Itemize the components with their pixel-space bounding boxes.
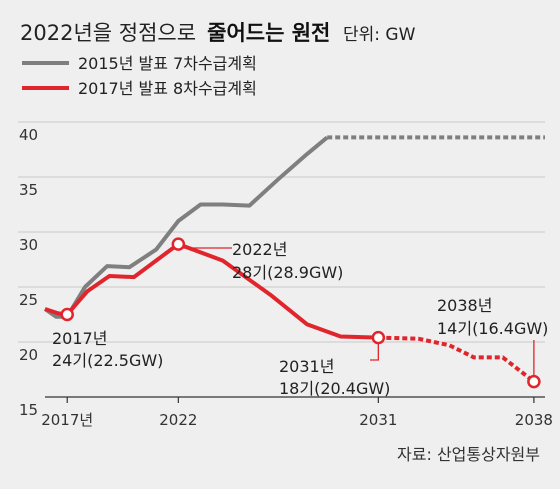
x-axis: 2017년 2022 2031 2038: [41, 396, 553, 429]
annotation-2031: 2031년 18기(20.4GW): [279, 357, 390, 398]
leader-2031: [370, 337, 379, 361]
annotation-2031-count: 18기(20.4GW): [279, 379, 390, 398]
annotation-2038: 2038년 14기(16.4GW): [437, 296, 548, 338]
annotation-2038-year: 2038년: [437, 296, 492, 315]
x-tick-label-2017: 2017년: [41, 411, 93, 429]
chart-title: 2022년을 정점으로 줄어드는 원전: [20, 21, 330, 45]
series-line-2: [44, 242, 379, 340]
legend-label-7th-plan: 2015년 발표 7차수급계획: [78, 54, 257, 73]
y-axis-ticks: 15 20 25 30 35 40: [19, 126, 38, 419]
annotation-2017: 2017년 24기(22.5GW): [52, 329, 163, 370]
marker-2038: [527, 374, 541, 389]
annotation-2022-count: 28기(28.9GW): [232, 263, 343, 282]
y-tick-label-25: 25: [19, 291, 38, 309]
series-lines: [43, 135, 545, 384]
source-note: 자료: 산업통상자원부: [397, 445, 540, 464]
y-tick-label-15: 15: [19, 401, 38, 419]
chart-title-light: 2022년을 정점으로: [20, 21, 196, 45]
annotation-2017-count: 24기(22.5GW): [52, 351, 163, 370]
x-tick-label-2031: 2031: [359, 411, 397, 429]
legend: 2015년 발표 7차수급계획 2017년 발표 8차수급계획: [22, 54, 257, 98]
marker-2031: [371, 330, 386, 345]
unit-label: 단위: GW: [343, 25, 416, 45]
annotation-2017-year: 2017년: [52, 329, 107, 348]
annotation-2038-count: 14기(16.4GW): [437, 319, 548, 338]
chart-title-bold: 줄어드는 원전: [207, 21, 330, 45]
y-tick-label-20: 20: [19, 346, 38, 364]
y-tick-label-40: 40: [19, 126, 38, 144]
y-tick-label-35: 35: [19, 181, 38, 199]
series-projection-2: [378, 335, 536, 384]
x-tick-label-2022: 2022: [159, 411, 197, 429]
marker-2022: [171, 237, 186, 251]
legend-label-8th-plan: 2017년 발표 8차수급계획: [78, 79, 257, 98]
annotation-2031-year: 2031년: [279, 357, 334, 376]
data-markers: [60, 237, 541, 389]
x-tick-label-2038: 2038: [515, 411, 553, 429]
y-tick-label-30: 30: [19, 236, 38, 254]
marker-2017: [60, 307, 74, 322]
annotation-2022-year: 2022년: [232, 240, 287, 259]
annotation-2022: 2022년 28기(28.9GW): [232, 240, 343, 282]
